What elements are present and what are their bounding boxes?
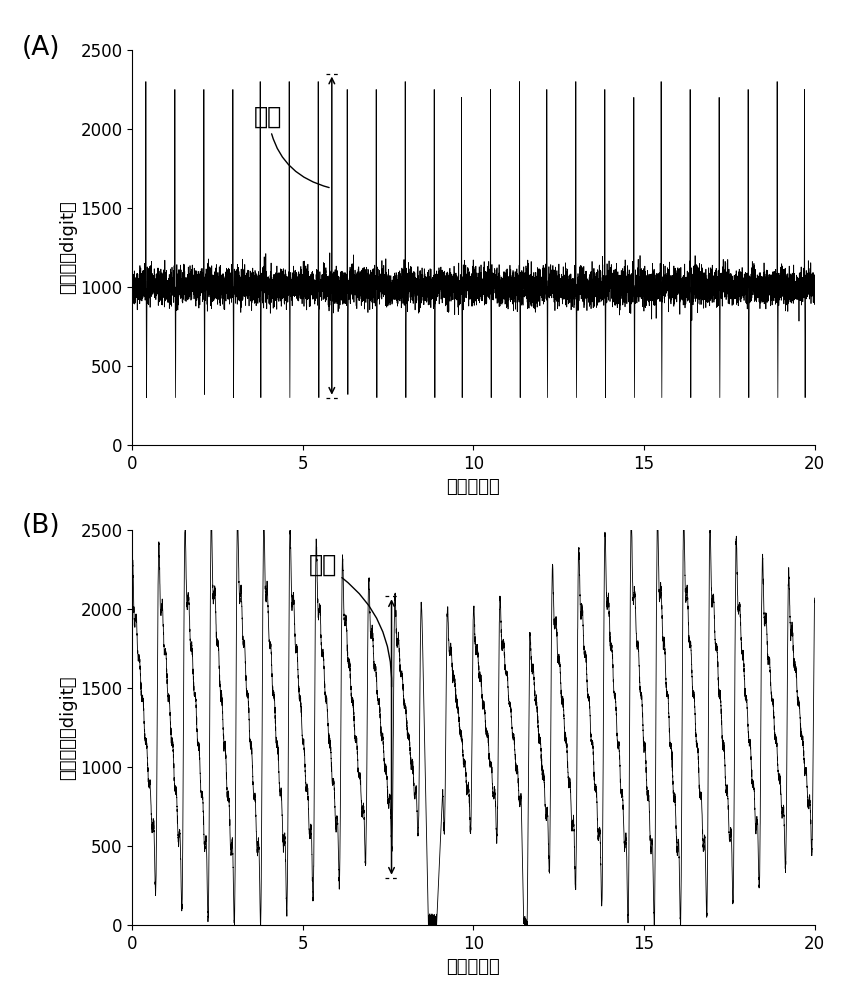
- Text: 振幅: 振幅: [254, 104, 329, 188]
- Text: 振幅: 振幅: [308, 553, 391, 687]
- Y-axis label: 氪饱和度［digit］: 氪饱和度［digit］: [60, 675, 78, 780]
- Text: (A): (A): [21, 35, 60, 61]
- X-axis label: 時間［秒］: 時間［秒］: [446, 958, 500, 976]
- Y-axis label: 心電位［digit］: 心電位［digit］: [60, 201, 78, 294]
- Text: (B): (B): [21, 513, 60, 539]
- X-axis label: 時間［秒］: 時間［秒］: [446, 478, 500, 496]
